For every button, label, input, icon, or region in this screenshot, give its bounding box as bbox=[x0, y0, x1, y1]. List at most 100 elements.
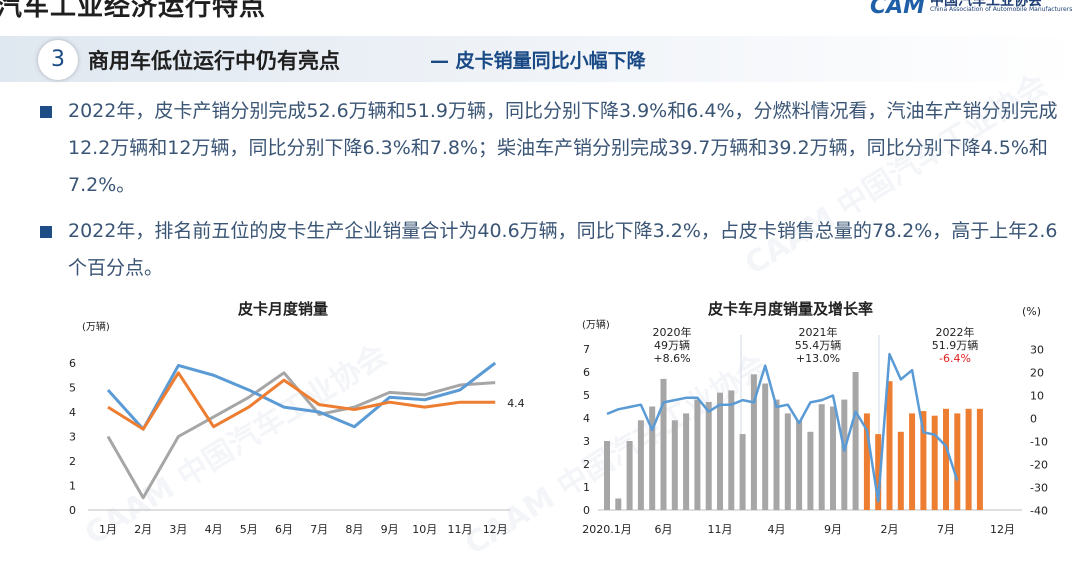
chart2-bar bbox=[943, 408, 949, 510]
chart2-x-tick: 12月 bbox=[990, 523, 1015, 536]
chart2-annotation-year: 2022年 bbox=[936, 325, 975, 339]
chart1-line-chart: (万辆) 0 1 2 3 4 5 6 1月 2月 3月 4月 5月 6月 7月 8月 9月 10月 11月 12月 4.… bbox=[69, 320, 525, 536]
chart2-bar bbox=[717, 392, 723, 510]
chart2-annotation-rate: -6.4% bbox=[939, 352, 971, 365]
chart1-y-tick: 6 bbox=[69, 357, 76, 370]
chart2-y-tick-right: 10 bbox=[1030, 390, 1044, 403]
chart1-data-label: 4.4 bbox=[507, 397, 525, 410]
chart2-bar bbox=[830, 406, 836, 510]
chart1-title: 皮卡月度销量 bbox=[238, 300, 329, 318]
chart1-y-tick: 1 bbox=[69, 480, 76, 493]
chart2-y-tick-right: -10 bbox=[1030, 436, 1048, 449]
chart2-annotation-year: 2020年 bbox=[653, 325, 692, 339]
chart2-x-tick: 7月 bbox=[937, 523, 955, 536]
logo-cn-text: 中国汽车工业协会 bbox=[930, 0, 1042, 9]
chart2-growth-line bbox=[606, 352, 959, 503]
chart2-title: 皮卡车月度销量及增长率 bbox=[708, 300, 874, 318]
chart2-y-tick-left: 2 bbox=[583, 458, 590, 471]
chart2-annotation-rate: +13.0% bbox=[796, 352, 840, 365]
chart2-bar bbox=[863, 413, 870, 510]
chart2-y-tick-left: 5 bbox=[583, 389, 590, 402]
caam-logo: CAM 中国汽车工业协会 China Association of Automo… bbox=[870, 0, 1073, 22]
chart1-y-tick: 0 bbox=[69, 504, 76, 517]
chart2-y-tick-left: 3 bbox=[583, 435, 590, 448]
section-title: 商用车低位运行中仍有亮点 bbox=[88, 49, 340, 73]
chart1-x-tick: 4月 bbox=[205, 523, 223, 536]
chart2-bar bbox=[671, 420, 678, 510]
chart2-bar bbox=[660, 378, 667, 510]
chart2-bar bbox=[649, 406, 656, 510]
chart2-x-tick: 2020.1月 bbox=[582, 523, 632, 536]
chart2-bar bbox=[841, 399, 848, 510]
chart1-y-tick: 3 bbox=[69, 431, 76, 444]
bullet-paragraph-2: 2022年，排名前五位的皮卡生产企业销量合计为40.6万辆，同比下降3.2%，占… bbox=[68, 220, 1058, 279]
chart2-y-tick-left: 1 bbox=[583, 481, 590, 494]
chart2-bar-line-chart: (万辆) (%) 0 1 2 3 4 5 6 7 -40 -30 -20 -10 0 10 20 30 2020.1… bbox=[582, 305, 1048, 536]
section-header-bar bbox=[0, 36, 1080, 82]
chart2-bar bbox=[909, 413, 916, 510]
chart2-bar bbox=[750, 374, 757, 510]
bullet-paragraph-1: 2022年，皮卡产销分别完成52.6万辆和51.9万辆，同比分别下降3.9%和6… bbox=[68, 100, 1058, 196]
chart1-y-tick: 2 bbox=[69, 455, 76, 468]
chart1-x-tick: 6月 bbox=[275, 523, 293, 536]
bullet-square-icon bbox=[40, 226, 52, 238]
chart2-y-unit-right: (%) bbox=[1022, 305, 1041, 318]
chart2-bar bbox=[931, 415, 938, 510]
chart2-y-tick-left: 4 bbox=[583, 412, 590, 425]
chart2-bar bbox=[626, 441, 633, 510]
chart2-bar bbox=[773, 399, 780, 510]
chart1-series-line bbox=[106, 361, 497, 431]
logo-en-text: China Association of Automobile Manufact… bbox=[930, 6, 1073, 13]
chart2-bar bbox=[683, 413, 690, 510]
chart2-x-tick: 11月 bbox=[708, 523, 733, 536]
chart1-x-tick: 3月 bbox=[169, 523, 187, 536]
chart2-y-tick-right: -30 bbox=[1030, 482, 1048, 495]
chart2-bar bbox=[705, 401, 712, 510]
chart1-y-tick: 5 bbox=[69, 382, 76, 395]
chart2-bar bbox=[604, 441, 610, 510]
chart2-bar bbox=[920, 411, 927, 510]
chart2-annotation-value: 49万辆 bbox=[654, 338, 690, 352]
chart2-annotation-value: 51.9万辆 bbox=[932, 338, 979, 352]
chart2-y-tick-right: 0 bbox=[1030, 413, 1037, 426]
chart1-x-tick: 7月 bbox=[310, 523, 328, 536]
chart2-bar bbox=[615, 498, 622, 510]
chart2-y-unit-left: (万辆) bbox=[582, 318, 610, 331]
caam-logo-mark: CAM bbox=[870, 0, 926, 19]
chart1-x-tick: 8月 bbox=[345, 523, 363, 536]
chart2-x-tick: 6月 bbox=[655, 523, 673, 536]
chart2-annotation-year: 2021年 bbox=[799, 325, 838, 339]
bullet-square-icon bbox=[40, 106, 52, 118]
chart2-bar bbox=[728, 390, 735, 510]
chart2-bar bbox=[637, 420, 644, 510]
chart2-bar bbox=[852, 372, 859, 510]
chart2-x-tick: 2月 bbox=[881, 523, 899, 536]
chart1-y-tick: 4 bbox=[69, 406, 76, 419]
chart2-bar bbox=[807, 431, 814, 510]
chart2-bar bbox=[886, 381, 893, 510]
chart1-y-unit: (万辆) bbox=[82, 320, 110, 333]
chart2-y-tick-left: 0 bbox=[583, 504, 590, 517]
chart1-series-line bbox=[107, 371, 496, 431]
chart2-annotation-rate: +8.6% bbox=[653, 352, 690, 365]
chart1-x-tick: 5月 bbox=[240, 523, 258, 536]
chart2-annotation-value: 55.4万辆 bbox=[795, 338, 842, 352]
section-subtitle: — 皮卡销量同比小幅下降 bbox=[430, 50, 646, 72]
chart2-x-tick: 9月 bbox=[824, 523, 842, 536]
chart1-x-tick: 9月 bbox=[381, 523, 399, 536]
chart2-bar bbox=[784, 413, 791, 510]
chart1-x-tick: 2月 bbox=[134, 523, 152, 536]
chart2-y-tick-right: 30 bbox=[1030, 344, 1044, 357]
chart2-bar bbox=[976, 408, 983, 510]
chart2-bar bbox=[875, 434, 882, 510]
page-title: 汽车工业经济运行特点 bbox=[0, 0, 267, 22]
chart1-x-tick: 11月 bbox=[448, 523, 473, 536]
chart2-bar bbox=[954, 413, 961, 510]
chart2-bar bbox=[694, 399, 701, 510]
section-number-badge: 3 bbox=[38, 40, 78, 80]
chart2-y-tick-right: 20 bbox=[1030, 367, 1044, 380]
chart2-y-tick-left: 7 bbox=[583, 343, 590, 356]
chart2-bar bbox=[965, 408, 972, 510]
chart2-y-tick-left: 6 bbox=[583, 366, 590, 379]
chart1-x-tick: 12月 bbox=[483, 523, 508, 536]
